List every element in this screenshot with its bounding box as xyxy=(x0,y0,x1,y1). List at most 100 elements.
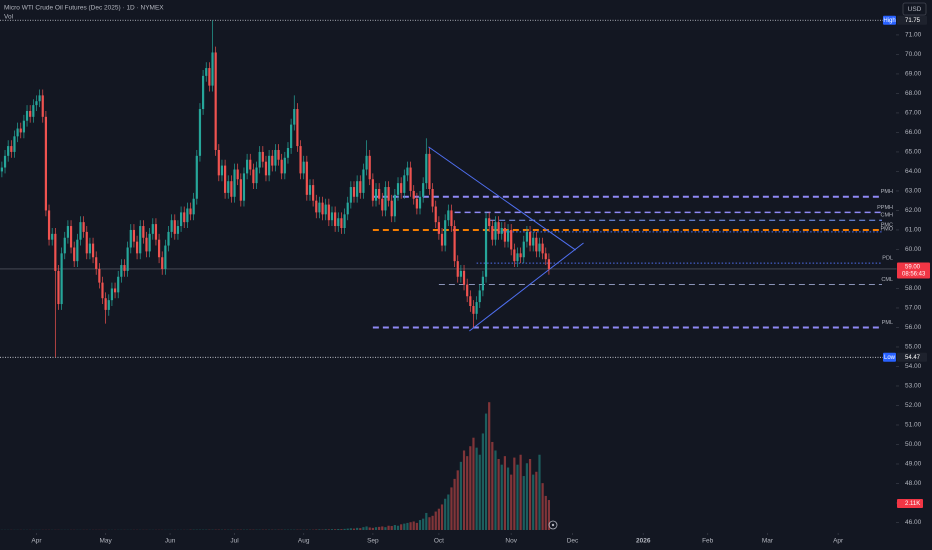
candle-body xyxy=(135,241,139,254)
candle-body xyxy=(3,155,7,168)
candle-body xyxy=(271,155,274,166)
high-value: 71.75 xyxy=(905,18,921,24)
currency-box[interactable] xyxy=(902,2,927,16)
candle-body xyxy=(126,247,129,271)
volume-bar xyxy=(352,528,356,530)
y-tick-label: 63.00 xyxy=(905,188,922,195)
candle-body xyxy=(381,198,384,211)
candle-body xyxy=(340,218,343,228)
candle-body xyxy=(88,243,92,254)
candle-body xyxy=(73,247,76,262)
candle-body xyxy=(129,229,132,248)
volume-bar xyxy=(488,402,491,530)
y-tick-label: 46.00 xyxy=(905,519,922,526)
volume-bar xyxy=(396,525,400,530)
volume-bar xyxy=(519,454,522,530)
candle-body xyxy=(428,153,431,189)
candle-body xyxy=(321,202,324,215)
volume-bar xyxy=(453,478,456,530)
candle-body xyxy=(183,212,186,223)
y-tick-label: 64.00 xyxy=(905,168,922,175)
y-tick-label: 67.00 xyxy=(905,110,922,117)
last-volume: 2.11K xyxy=(905,501,920,507)
candle-body xyxy=(277,149,280,160)
candle-body xyxy=(220,165,224,176)
currency[interactable]: USD xyxy=(908,6,922,13)
level-label: CML xyxy=(881,277,893,283)
candle-body xyxy=(390,200,393,217)
volume-bar xyxy=(437,508,440,530)
volume-bar xyxy=(462,450,466,530)
replay-icon[interactable] xyxy=(548,520,558,530)
candle-body xyxy=(425,153,428,184)
volume-bar xyxy=(428,517,431,530)
x-tick-label: May xyxy=(99,538,112,545)
candle-body xyxy=(95,257,98,269)
candle-body xyxy=(192,198,195,215)
candle-body xyxy=(440,233,444,246)
volume-bar xyxy=(510,474,513,530)
candle-body xyxy=(431,188,434,207)
candle-body xyxy=(233,169,236,197)
volume-bar xyxy=(422,518,425,530)
volume-bar xyxy=(374,527,378,530)
volume-bar xyxy=(491,441,494,530)
candle-body xyxy=(173,220,176,234)
y-tick-label: 58.00 xyxy=(905,285,922,292)
candle-body xyxy=(437,222,440,234)
candle-body xyxy=(79,222,82,240)
candle-body xyxy=(57,270,60,305)
x-tick-label: Aug xyxy=(298,538,310,545)
candle-body xyxy=(362,169,365,193)
candle-body xyxy=(368,155,371,180)
candle-body xyxy=(352,187,356,197)
candle-body xyxy=(164,245,167,269)
x-tick-label: Mar xyxy=(762,538,774,545)
replay-icon-dot xyxy=(551,523,555,527)
axis-layer: 46.0047.0048.0049.0050.0051.0052.0053.00… xyxy=(31,15,930,545)
candle-body xyxy=(148,233,151,252)
last-price-box xyxy=(897,262,930,279)
y-tick-label: 66.00 xyxy=(905,129,922,136)
x-tick-label: Jul xyxy=(230,538,239,545)
y-tick-label: 48.00 xyxy=(905,480,922,487)
y-tick-label: 68.00 xyxy=(905,90,922,97)
candle-body xyxy=(44,116,48,211)
volume-bar xyxy=(447,494,450,530)
level-label: PDL xyxy=(882,256,893,262)
volume-bar xyxy=(400,524,403,530)
volume-bar xyxy=(444,498,447,530)
low-tag-label: Low xyxy=(884,355,896,361)
candle-body xyxy=(544,253,547,260)
x-tick-label: 2026 xyxy=(636,538,651,545)
candle-body xyxy=(293,109,296,125)
candle-body xyxy=(161,257,164,269)
volume-bar xyxy=(330,529,334,530)
candle-body xyxy=(208,68,211,86)
candle-body xyxy=(239,179,242,201)
candle-body xyxy=(500,227,503,234)
candle-body xyxy=(506,229,510,242)
candle-body xyxy=(519,253,522,258)
candle-body xyxy=(113,288,117,293)
candle-body xyxy=(491,226,494,240)
candle-body xyxy=(538,243,541,252)
x-tick-label: Oct xyxy=(434,538,444,545)
candle-body xyxy=(32,105,35,117)
candle-body xyxy=(290,124,293,149)
countdown: 08:56:43 xyxy=(902,272,926,278)
candle-body xyxy=(98,268,101,283)
x-tick-label: Dec xyxy=(567,538,579,545)
candle-body xyxy=(151,224,154,234)
candle-body xyxy=(406,167,409,176)
candle-body xyxy=(541,243,544,254)
candle-body xyxy=(195,155,198,199)
candle-body xyxy=(497,222,500,234)
y-tick-label: 55.00 xyxy=(905,344,922,351)
volume-bar xyxy=(362,527,365,530)
candle-body xyxy=(334,212,337,227)
chart-title: Micro WTI Crude Oil Futures (Dec 2025) ·… xyxy=(4,5,164,12)
y-tick-label: 52.00 xyxy=(905,402,922,409)
high-value-box xyxy=(897,15,927,25)
